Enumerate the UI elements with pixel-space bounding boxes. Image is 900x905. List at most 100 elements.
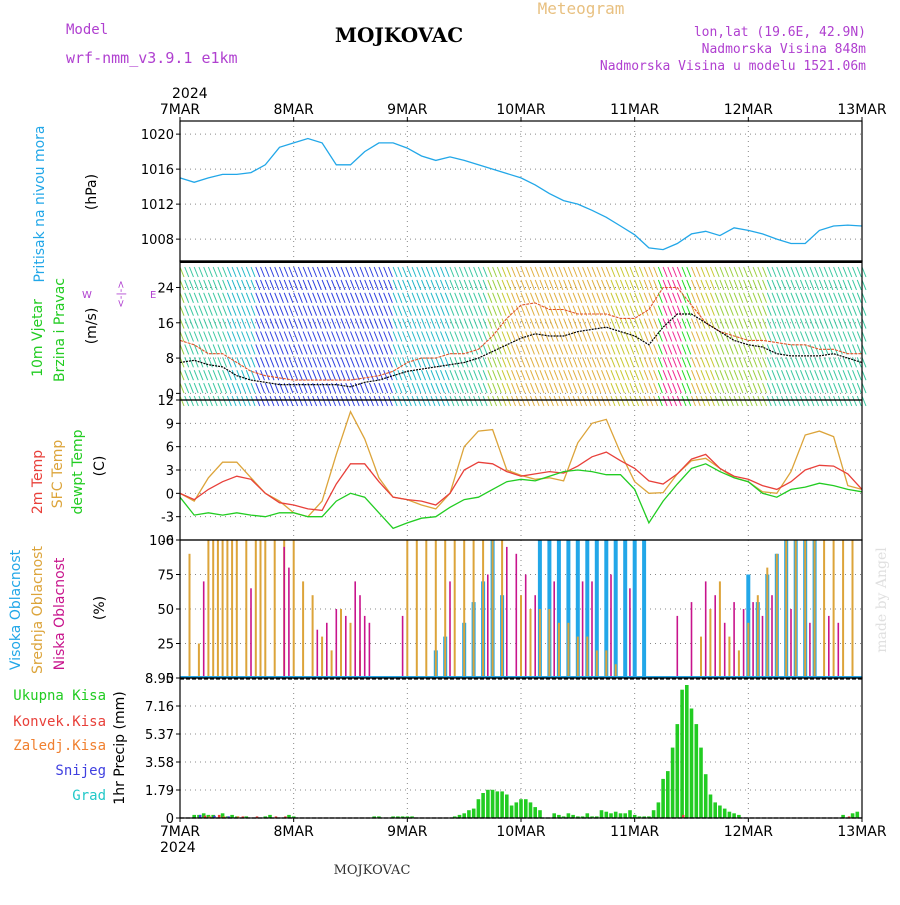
precip-total-bar <box>538 810 542 818</box>
wind-barb <box>278 318 284 329</box>
wind-barb <box>245 395 251 407</box>
wind-barb <box>378 344 384 355</box>
wind-barb <box>596 344 602 355</box>
wind-barb <box>714 382 720 394</box>
precip-conv-bar <box>203 815 207 818</box>
wind-barb <box>852 331 857 342</box>
wind-barb <box>856 318 862 329</box>
wind-barb <box>776 357 782 368</box>
wind-barb <box>511 266 516 278</box>
wind-barb <box>430 279 436 291</box>
wind-barb <box>487 370 493 381</box>
wind-barb <box>307 357 313 368</box>
cloud-low-bar <box>359 595 361 678</box>
wind-barb <box>563 292 569 303</box>
wind-barb <box>212 331 218 342</box>
wind-barb <box>809 305 815 316</box>
wind-barb <box>416 266 422 278</box>
wind-barb <box>335 266 341 278</box>
wind-barb <box>553 382 559 394</box>
cloud-low-bar <box>515 553 518 678</box>
wind-barb <box>785 331 791 342</box>
wind-barb <box>207 292 213 303</box>
cloud-high-bar <box>613 540 618 678</box>
wind-barb <box>591 382 597 394</box>
station-title: MOJKOVAC <box>335 23 463 47</box>
wind-barb <box>757 357 763 368</box>
wind-barb <box>331 292 337 303</box>
wind-barb <box>856 344 862 355</box>
wind-barb <box>297 266 303 278</box>
wind-barb <box>776 318 782 329</box>
precip-total-bar <box>467 810 471 818</box>
wind-barb <box>856 395 862 407</box>
footer-station: MOJKOVAC <box>334 863 411 878</box>
cloud-high-bar <box>604 540 609 678</box>
time-tick-bottom: 12MAR <box>724 824 773 840</box>
wind-barb <box>231 395 237 407</box>
precip-snow-bar <box>198 814 202 818</box>
temp-ytick-label: -6 <box>161 534 174 549</box>
wind-barb <box>743 370 749 381</box>
wind-barb <box>487 382 493 394</box>
wind-barb <box>397 279 403 291</box>
wind-barb <box>316 344 322 355</box>
wind-barb <box>814 318 820 329</box>
cloud-mid-bar <box>472 540 475 678</box>
wind-barb <box>350 279 355 291</box>
wind-barb <box>842 344 848 355</box>
wind-barb <box>601 357 606 368</box>
wind-barb <box>511 318 516 329</box>
wind-barb <box>217 370 223 381</box>
precip-total-bar <box>718 805 722 818</box>
wind-barb <box>837 292 843 303</box>
wind-barb <box>473 279 479 291</box>
wind-barb <box>847 357 853 368</box>
wind-barb <box>629 382 635 394</box>
wind-barb <box>463 331 469 342</box>
wind-barb <box>241 344 247 355</box>
wind-barb <box>501 382 507 394</box>
wind-barb <box>454 370 460 381</box>
wind-barb <box>709 370 715 381</box>
wind-barb <box>241 357 247 368</box>
wind-barb <box>719 344 725 355</box>
cloud-mid-bar <box>709 609 712 678</box>
wind-barb <box>511 305 516 316</box>
cloud-mid-bar <box>491 540 494 678</box>
wind-barb <box>785 305 791 316</box>
wind-barb <box>245 279 251 291</box>
wind-barb <box>852 395 857 407</box>
wind-barb <box>335 357 341 368</box>
wind-barb <box>430 318 436 329</box>
wind-barb <box>610 382 616 394</box>
wind-barb <box>624 370 630 381</box>
cloud-low-bar <box>524 574 527 678</box>
wind-barb <box>241 266 247 278</box>
cloud-low-bar <box>676 615 679 678</box>
wind-barb <box>326 305 332 316</box>
wind-barb <box>487 344 493 355</box>
precip-total-bar <box>576 816 580 818</box>
wind-barb <box>387 331 393 342</box>
wind-barb <box>312 331 318 342</box>
cloud-ytick-label: 0 <box>166 672 174 687</box>
wind-barb <box>563 318 569 329</box>
wind-barb <box>212 395 218 407</box>
wind-barb <box>463 318 469 329</box>
wind-barb <box>771 279 777 291</box>
wind-barb <box>260 279 265 291</box>
wind-barb <box>681 266 687 278</box>
wind-barb <box>501 357 507 368</box>
wind-barb <box>681 370 687 381</box>
wind-barb <box>833 395 839 407</box>
wind-barb <box>738 395 744 407</box>
wind-barb <box>189 331 194 342</box>
wind-barb <box>269 370 275 381</box>
wind-barb <box>814 357 820 368</box>
cloud-low-bar <box>733 602 735 678</box>
wind-barb <box>307 370 313 381</box>
wind-barb <box>837 357 843 368</box>
cloud-label-low: Niska Oblacnost <box>52 557 68 670</box>
